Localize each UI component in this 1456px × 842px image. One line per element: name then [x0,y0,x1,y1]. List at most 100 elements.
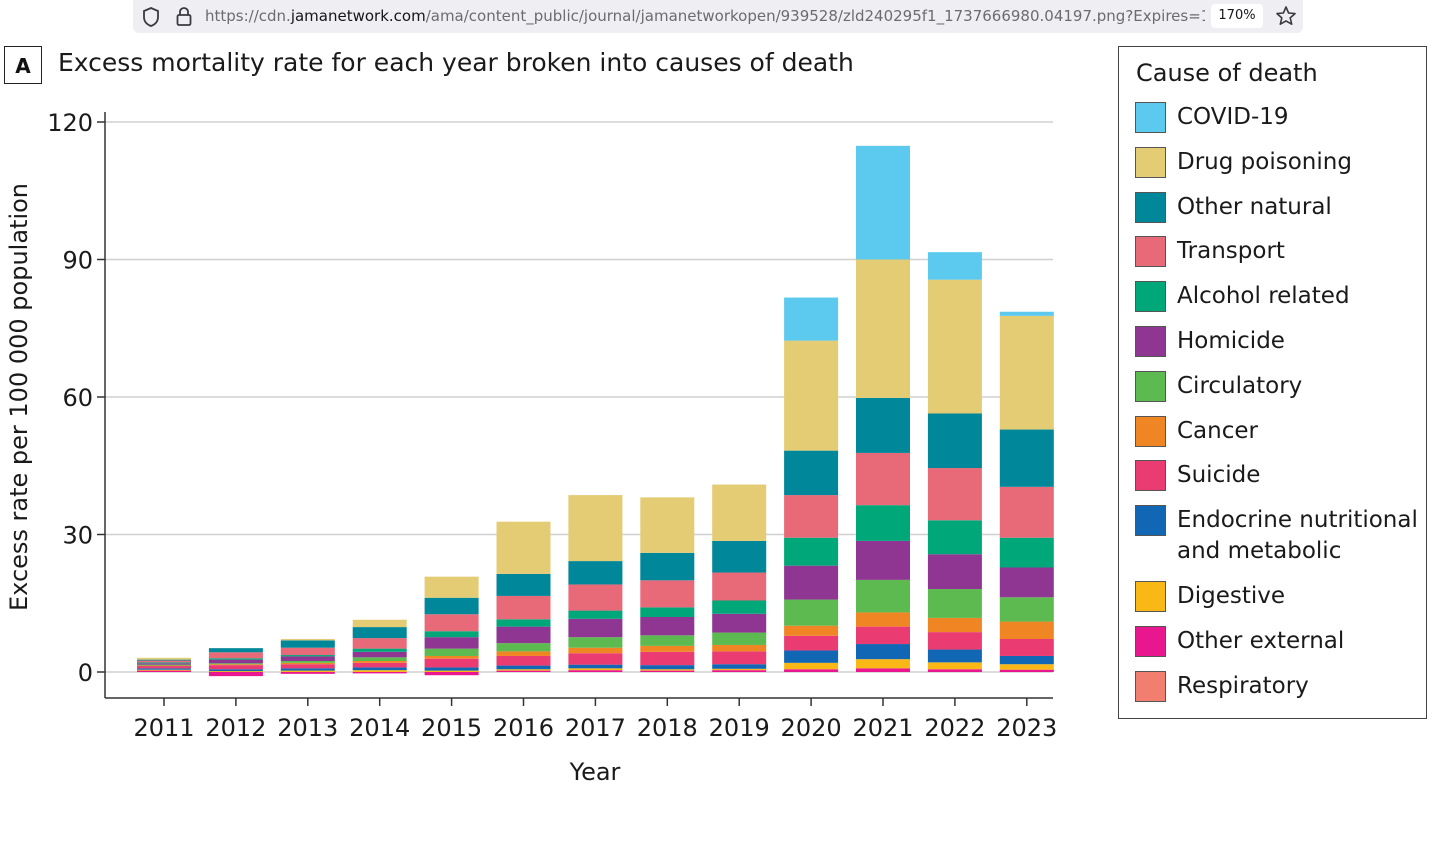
bar-segment-alcohol-related-2022 [927,520,982,555]
bar-segment-drug-poisoning-2021 [856,259,910,398]
bar-segment-endocrine-nutritional-and-metabolic-2017 [568,664,623,669]
x-tick-label: 2017 [565,714,626,742]
bar-segment-homicide-2018 [640,617,695,636]
bar-segment-other-external-2017 [568,670,623,672]
x-tick-label: 2018 [637,714,698,742]
bar-segment-digestive-2021 [856,659,910,669]
legend-swatch [1135,625,1166,657]
bar-segment-suicide-2021 [856,626,910,645]
legend-swatch [1135,460,1166,492]
bar-segment-other-external-2014 [352,672,407,674]
bar-segment-other-natural-2023 [999,429,1054,487]
bar-segment-drug-poisoning-2015 [424,576,479,598]
bar-segment-alcohol-related-2016 [496,619,551,627]
legend: Cause of death COVID-19 Drug poisoning Oth… [1118,46,1427,719]
bar-segment-suicide-2019 [712,651,767,665]
bar-segment-transport-2015 [424,614,479,632]
url-bar[interactable]: https://cdn.jamanetwork.com/ama/content_… [133,0,1303,33]
bar-segment-drug-poisoning-2023 [999,315,1054,430]
bar-segment-transport-2023 [999,486,1054,538]
bar-segment-endocrine-nutritional-and-metabolic-2018 [640,665,695,670]
bar-segment-digestive-2013 [280,670,335,672]
x-tick-label: 2016 [493,714,554,742]
bar-segment-endocrine-nutritional-and-metabolic-2015 [424,667,479,671]
x-tick-label: 2012 [205,714,266,742]
shield-icon[interactable] [141,6,161,28]
bar-segment-circulatory-2014 [352,657,407,661]
bar-segment-alcohol-related-2013 [280,655,335,657]
bar-segment-other-external-2021 [856,668,910,672]
bar-segment-alcohol-related-2018 [640,607,695,617]
bar-segment-other-natural-2017 [568,561,623,585]
bar-segment-transport-2020 [784,495,839,538]
bar-segment-suicide-2017 [568,653,623,665]
bar-segment-homicide-2016 [496,626,551,644]
bar-segment-homicide-2012 [208,659,263,664]
bar-segment-suicide-2012 [208,665,263,670]
bar-segment-cancer-2018 [640,645,695,652]
bar-segment-cancer-2015 [424,655,479,659]
bar-segment-digestive-2018 [640,669,695,671]
bar-segment-circulatory-2015 [424,648,479,656]
x-tick-label: 2023 [996,714,1057,742]
bar-segment-covid-19-2021 [856,145,910,260]
bar-segment-cancer-2012 [208,664,263,666]
bar-segment-alcohol-related-2017 [568,610,623,619]
x-tick-label: 2019 [709,714,770,742]
bar-segment-cancer-2014 [352,661,407,663]
bar-segment-other-external-2018 [640,670,695,672]
bar-segment-other-external-2016 [496,670,551,672]
bar-segment-circulatory-2018 [640,635,695,646]
legend-label: Other external [1177,627,1345,654]
bar-segment-homicide-2015 [424,637,479,649]
legend-title: Cause of death [1136,59,1318,87]
legend-swatch [1135,191,1166,223]
bar-segment-other-natural-2019 [712,540,767,573]
bar-segment-drug-poisoning-2014 [352,619,407,628]
bar-segment-homicide-2013 [280,656,335,661]
bar-segment-transport-2014 [352,638,407,649]
url-prefix: https://cdn. [205,7,291,25]
bar-segment-suicide-2022 [927,632,982,650]
bar-segment-homicide-2023 [999,567,1054,598]
bar-segment-cancer-2020 [784,625,839,636]
legend-swatch [1135,326,1166,357]
bar-segment-other-natural-2020 [784,450,839,496]
bar-segment-transport-2018 [640,580,695,608]
lock-icon[interactable] [175,6,193,28]
legend-label: Other natural [1177,193,1332,220]
bar-segment-other-natural-2015 [424,597,479,615]
url-text[interactable]: https://cdn.jamanetwork.com/ama/content_… [205,7,1205,25]
legend-label: COVID-19 [1177,104,1289,130]
bar-segment-other-external-2013 [280,672,335,674]
bar-segment-other-external-2019 [712,670,767,672]
bar-segment-transport-2012 [208,652,263,659]
star-icon[interactable] [1275,5,1297,27]
x-tick-label: 2020 [781,714,842,742]
bar-segment-suicide-2023 [999,639,1054,656]
bar-segment-homicide-2020 [784,565,839,600]
url-path: /ama/content_public/journal/jamanetworko… [425,7,1205,25]
legend-swatch [1135,236,1166,268]
bar-segment-cancer-2023 [999,621,1054,639]
bar-segment-suicide-2016 [496,655,551,666]
bar-segment-other-external-2015 [424,672,479,676]
zoom-level-button[interactable]: 170% [1211,4,1263,28]
bar-segment-endocrine-nutritional-and-metabolic-2013 [280,668,335,671]
bar-segment-alcohol-related-2023 [999,537,1054,568]
bar-segment-suicide-2020 [784,635,839,651]
x-tick-label: 2021 [852,714,913,742]
legend-label: Circulatory [1177,372,1303,399]
bar-segment-covid-19-2022 [927,252,982,280]
bar-segment-drug-poisoning-2019 [712,484,767,541]
bar-segment-homicide-2019 [712,613,767,633]
bar-segment-circulatory-2017 [568,637,623,648]
bar-segment-other-natural-2021 [856,397,910,453]
legend-label: Transport [1177,238,1285,265]
bar-segment-alcohol-related-2021 [856,505,910,541]
bar-segment-transport-2011 [137,660,191,663]
bar-segment-digestive-2011 [137,669,191,671]
bar-segment-circulatory-2021 [856,579,910,613]
legend-swatch [1135,415,1166,447]
bar-segment-digestive-2012 [208,671,263,672]
